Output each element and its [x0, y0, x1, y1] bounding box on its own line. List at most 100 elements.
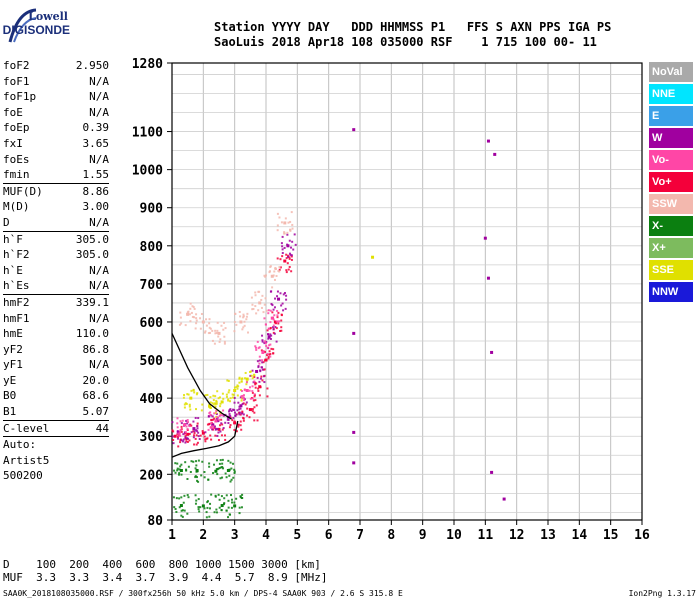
echo-point — [239, 320, 243, 324]
echo-point — [352, 128, 356, 132]
echo-point — [294, 243, 297, 246]
echo-point — [211, 425, 214, 428]
echo-point — [275, 268, 278, 271]
echo-point — [192, 436, 195, 439]
echo-point — [232, 476, 235, 479]
echo-point — [240, 380, 243, 383]
echo-point — [269, 353, 272, 356]
echo-point — [245, 383, 248, 386]
echo-point — [182, 501, 185, 504]
param-name: yF1 — [3, 358, 23, 372]
echo-point — [286, 231, 289, 234]
echo-point — [178, 434, 181, 437]
echo-point — [228, 413, 231, 416]
echo-point — [176, 417, 179, 420]
echo-point — [242, 402, 245, 405]
echo-point — [293, 233, 296, 236]
echo-point — [204, 440, 207, 443]
echo-point — [216, 427, 219, 430]
echo-point — [222, 503, 225, 506]
echo-point — [178, 323, 181, 326]
echo-point — [249, 397, 252, 400]
echo-point — [208, 422, 211, 425]
echo-point — [281, 302, 284, 305]
y-tick-label: 1100 — [132, 126, 163, 141]
echo-point — [248, 416, 251, 419]
echo-point — [240, 399, 243, 402]
echo-point — [230, 478, 233, 481]
param-row: foF1 N/A — [3, 74, 109, 90]
echo-point — [227, 422, 230, 425]
echo-point — [197, 431, 200, 434]
param-row: yE 20.0 — [3, 373, 109, 389]
echo-point — [197, 498, 200, 501]
echo-point — [264, 274, 267, 277]
echo-point — [254, 399, 257, 402]
echo-point — [278, 216, 281, 219]
echo-point — [251, 308, 254, 311]
echo-point — [277, 311, 280, 314]
echo-point — [287, 255, 290, 258]
echo-point — [276, 257, 279, 260]
echo-point — [196, 476, 199, 479]
y-tick-label: 400 — [140, 392, 164, 407]
echo-point — [258, 359, 261, 362]
echo-point — [211, 339, 214, 342]
echo-point — [198, 510, 201, 513]
echo-point — [268, 271, 271, 274]
echo-point — [199, 434, 202, 437]
echo-point — [265, 340, 268, 343]
echo-point — [278, 268, 281, 271]
echo-point — [195, 317, 198, 320]
param-row: C-level 44 — [3, 421, 109, 437]
x-tick-label: 11 — [478, 528, 494, 543]
echo-point — [246, 312, 249, 315]
echo-point — [267, 357, 270, 360]
echo-point — [201, 504, 205, 508]
x-tick-label: 12 — [509, 528, 525, 543]
echo-point — [209, 396, 212, 399]
echo-point — [229, 408, 232, 411]
echo-point — [276, 314, 279, 317]
echo-point — [281, 252, 284, 255]
echo-point — [186, 428, 189, 431]
echo-point — [186, 512, 189, 515]
x-tick-label: 6 — [325, 528, 333, 543]
echo-point — [201, 403, 204, 406]
echo-point — [227, 410, 230, 413]
echo-point — [208, 515, 211, 518]
echo-point — [218, 414, 221, 417]
echo-point — [171, 421, 174, 424]
echo-point — [193, 391, 196, 394]
echo-point — [261, 368, 264, 371]
echo-point — [242, 413, 245, 416]
echo-point — [281, 245, 284, 248]
echo-point — [244, 371, 247, 374]
echo-point — [183, 423, 187, 427]
echo-point — [278, 266, 281, 269]
echo-point — [215, 508, 218, 511]
echo-point — [264, 359, 267, 362]
echo-point — [179, 465, 182, 468]
echo-point — [233, 468, 236, 471]
echo-point — [179, 316, 182, 319]
echo-point — [257, 347, 260, 350]
echo-point — [175, 497, 178, 500]
echo-point — [225, 395, 228, 398]
echo-point — [176, 467, 179, 470]
param-name: fmin — [3, 168, 30, 182]
echo-point — [176, 430, 179, 433]
echo-point — [274, 297, 277, 300]
echo-point — [212, 426, 215, 429]
echo-point — [218, 396, 221, 399]
echo-point — [231, 501, 234, 504]
echo-point — [197, 417, 200, 420]
echo-point — [189, 423, 192, 426]
x-tick-label: 7 — [356, 528, 364, 543]
echo-point — [214, 412, 217, 415]
echo-point — [280, 304, 283, 307]
echo-point — [232, 416, 235, 419]
echo-point — [258, 301, 262, 305]
echo-point — [233, 504, 237, 508]
echo-point — [211, 402, 214, 405]
